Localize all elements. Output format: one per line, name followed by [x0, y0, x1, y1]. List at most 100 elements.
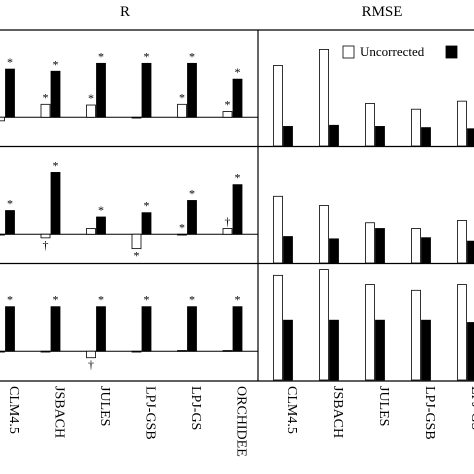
- legend-label: Uncorrected: [360, 44, 425, 59]
- x-tick-label: CLM4.5: [6, 386, 21, 434]
- x-tick-label: JULES: [97, 386, 112, 426]
- bar: [50, 306, 61, 352]
- bar: [96, 62, 106, 118]
- bar: [232, 78, 243, 118]
- bar: [411, 289, 421, 381]
- bar: [86, 228, 96, 235]
- bar: [273, 195, 283, 264]
- bar: [329, 124, 339, 147]
- x-tick-label: LPJ-GS: [468, 386, 474, 430]
- bar: [283, 236, 293, 264]
- x-tick-label: LPJ-GSB: [143, 386, 158, 440]
- bar: [96, 216, 106, 235]
- bar: [141, 306, 152, 352]
- significance-marker: *: [189, 186, 195, 200]
- bar: [222, 228, 233, 235]
- significance-marker: *: [53, 57, 59, 71]
- bar: [232, 184, 243, 235]
- x-tick-label: LPJ-GS: [188, 386, 203, 430]
- significance-marker: *: [144, 293, 150, 307]
- significance-marker: *: [179, 90, 185, 104]
- bar: [319, 269, 329, 381]
- significance-marker: *: [43, 90, 49, 104]
- bar: [50, 172, 61, 235]
- significance-marker: *: [53, 158, 59, 172]
- bar: [177, 350, 187, 352]
- bar: [365, 103, 375, 147]
- significance-marker: †: [88, 358, 94, 372]
- significance-marker: *: [235, 171, 241, 185]
- significance-marker: †: [43, 238, 49, 252]
- x-tick-label: JSBACH: [52, 386, 67, 438]
- bar: [131, 116, 142, 119]
- bar: [5, 68, 15, 118]
- bar: [40, 350, 51, 353]
- bar: [187, 200, 197, 235]
- bar: [141, 212, 152, 235]
- bar: [411, 228, 421, 264]
- bar: [273, 65, 283, 147]
- bar: [50, 70, 61, 118]
- bar: [0, 116, 5, 122]
- bar: [40, 103, 51, 118]
- bar: [86, 104, 96, 118]
- x-tick-label: LPJ-GSB: [422, 386, 437, 440]
- significance-marker: *: [88, 91, 94, 105]
- bar: [0, 350, 5, 353]
- x-tick-label: JSBACH: [330, 386, 345, 438]
- significance-marker: *: [179, 220, 185, 234]
- bar: [375, 126, 385, 147]
- bar: [131, 350, 142, 353]
- bar: [467, 240, 474, 264]
- bar: [187, 62, 197, 118]
- bar: [5, 306, 15, 352]
- significance-marker: *: [189, 49, 195, 63]
- bar: [319, 205, 329, 264]
- bar: [467, 322, 474, 381]
- bar: [131, 233, 142, 250]
- bar: [329, 238, 339, 264]
- x-tick-label: JULES: [376, 386, 391, 426]
- bar: [222, 350, 233, 352]
- significance-marker: *: [98, 203, 104, 217]
- bar: [375, 319, 385, 381]
- bar: [329, 319, 339, 381]
- legend-swatch: [342, 45, 355, 59]
- bar: [96, 306, 106, 352]
- bar: [283, 319, 293, 381]
- bar: [283, 126, 293, 147]
- bar: [177, 103, 187, 118]
- bar: [467, 128, 474, 147]
- bar: [365, 222, 375, 264]
- significance-marker: *: [235, 65, 241, 79]
- x-tick-label: CLM4.5: [284, 386, 299, 434]
- significance-marker: *: [189, 293, 195, 307]
- significance-marker: *: [144, 199, 150, 213]
- significance-marker: *: [7, 55, 13, 69]
- bar: [365, 284, 375, 381]
- bar: [177, 233, 187, 236]
- bar: [421, 127, 431, 147]
- bar: [421, 237, 431, 264]
- bar: [5, 210, 15, 235]
- significance-marker: †: [225, 215, 231, 229]
- bar: [187, 306, 197, 352]
- significance-marker: *: [134, 249, 140, 263]
- bar: [0, 233, 5, 236]
- bar: [86, 350, 96, 359]
- panel-title: R: [120, 4, 130, 20]
- significance-marker: *: [98, 293, 104, 307]
- panel-title: RMSE: [362, 4, 403, 20]
- bar: [457, 220, 467, 264]
- bar: [222, 111, 233, 118]
- x-tick-label: ORCHIDEE: [234, 386, 249, 457]
- significance-marker: *: [7, 293, 13, 307]
- legend-swatch: [445, 45, 458, 59]
- bar: [40, 233, 51, 239]
- bar: [375, 228, 385, 264]
- bar: [457, 284, 467, 381]
- bar: [421, 319, 431, 381]
- significance-marker: *: [235, 293, 241, 307]
- significance-marker: *: [98, 49, 104, 63]
